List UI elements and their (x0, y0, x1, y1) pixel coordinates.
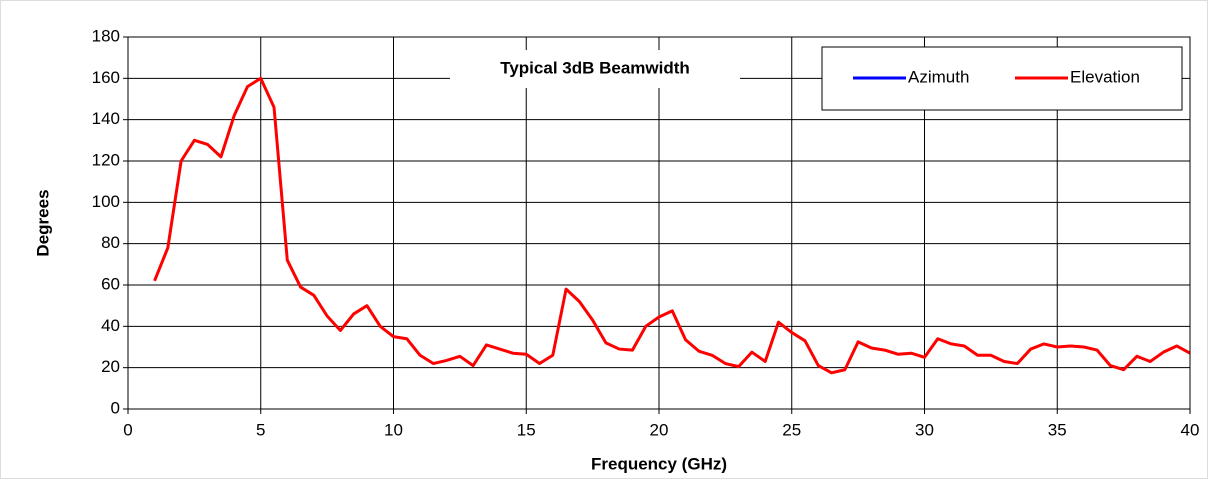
x-tick-label: 25 (782, 420, 801, 439)
plot-border (127, 36, 1191, 410)
lines (153, 76, 1191, 375)
x-axis-label: Frequency (GHz) (591, 454, 727, 473)
y-tick-label: 20 (101, 357, 120, 376)
legend-label: Azimuth (908, 67, 969, 86)
y-tick-label: 180 (92, 26, 120, 45)
y-tick-label: 60 (101, 274, 120, 293)
y-tick-label: 0 (111, 398, 120, 417)
x-tick-label: 30 (915, 420, 934, 439)
x-tick-label: 5 (256, 420, 265, 439)
y-tick-label: 80 (101, 233, 120, 252)
x-tick-label: 15 (517, 420, 536, 439)
x-tick-label: 40 (1181, 420, 1200, 439)
legend-items: Azimuth Elevation (853, 67, 1140, 86)
series-line (153, 76, 1191, 375)
chart-title: Typical 3dB Beamwidth (500, 58, 690, 77)
y-tick-label: 160 (92, 68, 120, 87)
y-axis-label: Degrees (33, 189, 52, 256)
legend-label: Elevation (1070, 67, 1140, 86)
x-tick-label: 20 (650, 420, 669, 439)
x-tick-label: 0 (123, 420, 132, 439)
y-tick-label: 140 (92, 109, 120, 128)
title-box (450, 50, 740, 88)
y-tick-label: 100 (92, 192, 120, 211)
x-tick-label: 10 (384, 420, 403, 439)
x-tick-label: 35 (1048, 420, 1067, 439)
y-tick-label: 40 (101, 316, 120, 335)
y-tick-label: 120 (92, 150, 120, 169)
